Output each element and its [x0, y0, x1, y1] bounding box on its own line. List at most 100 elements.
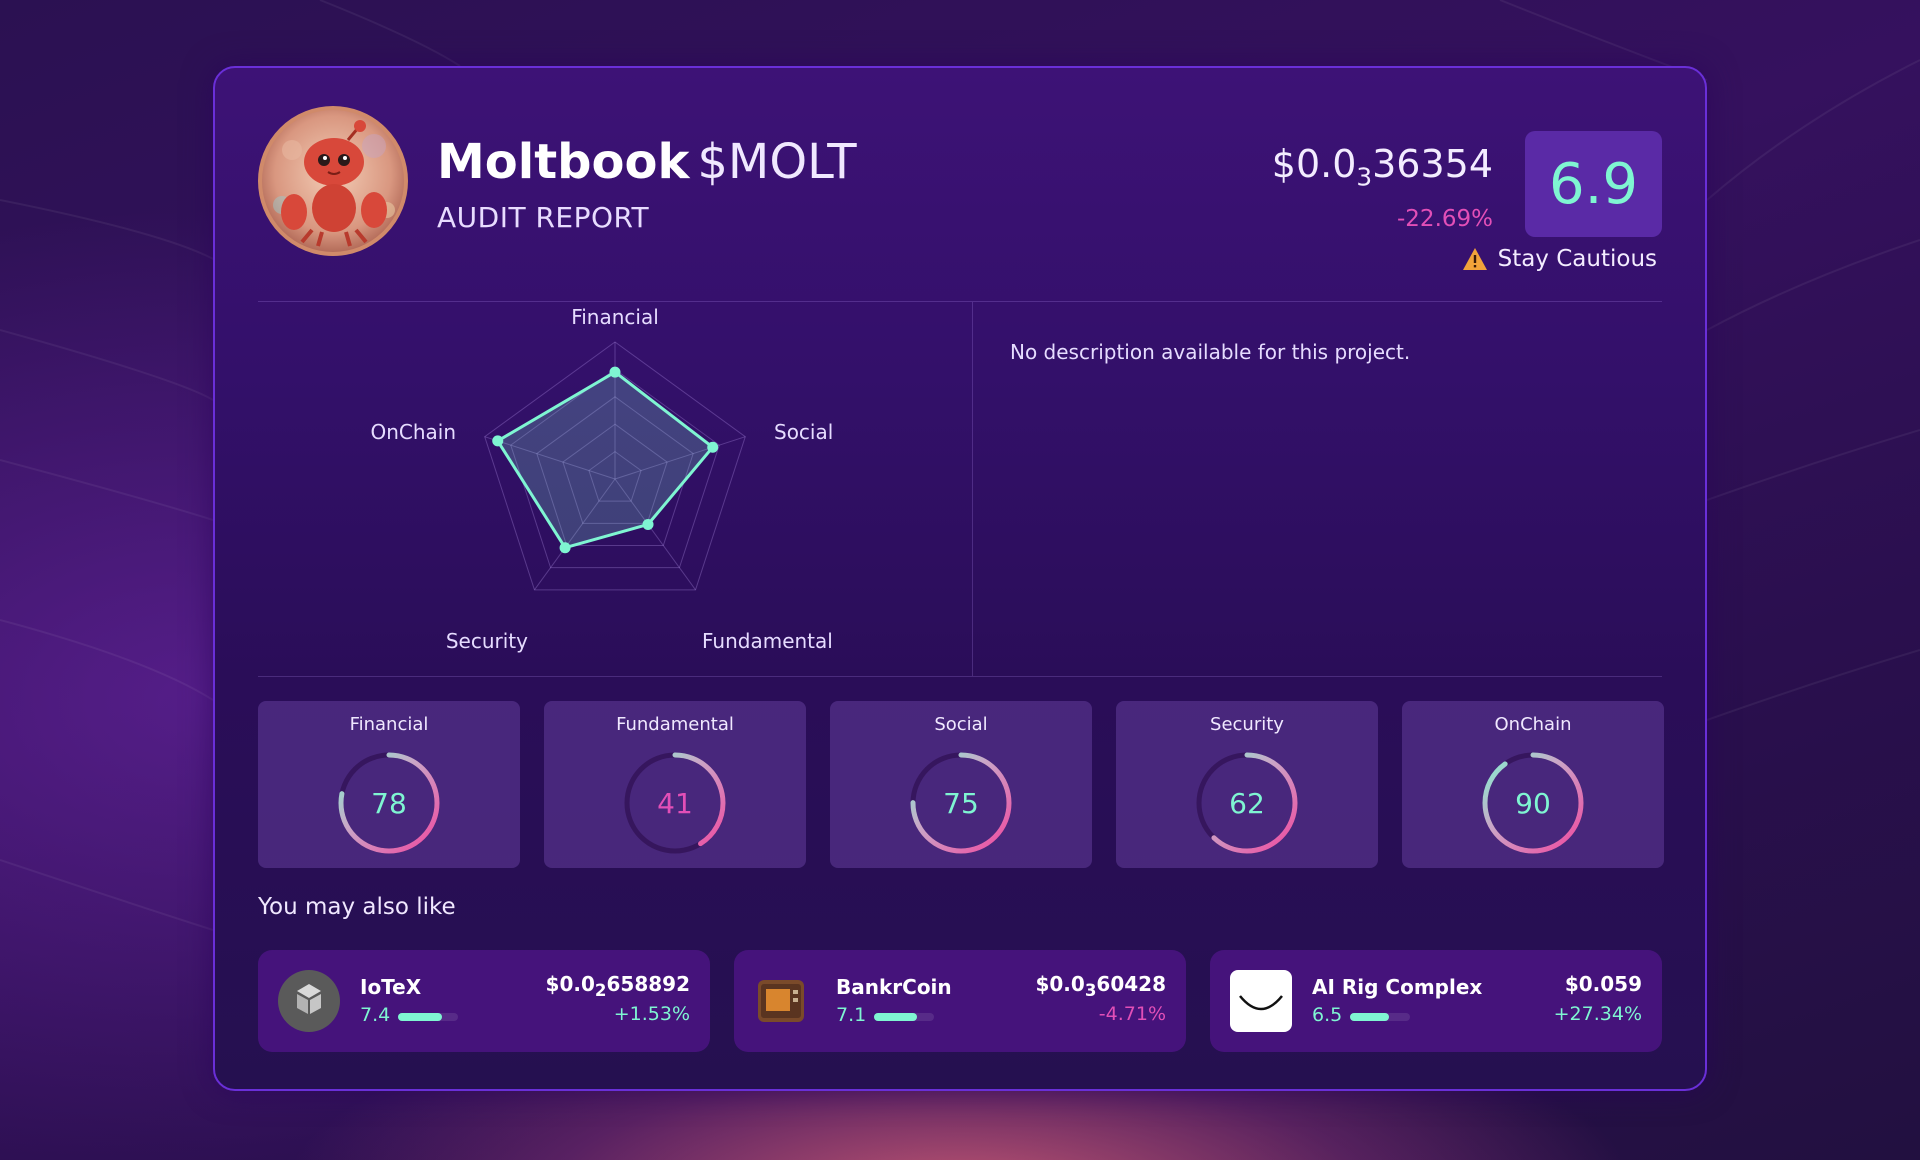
radar-point-social — [707, 441, 719, 453]
radar-point-fundamental — [642, 518, 654, 530]
project-description: No description available for this projec… — [1010, 340, 1411, 364]
rec-price-zeros: 3 — [1084, 981, 1097, 1000]
metric-label: OnChain — [1494, 714, 1572, 735]
radar-axis-label-fundamental: Fundamental — [702, 629, 833, 653]
overall-score-badge: 6.9 — [1525, 131, 1662, 237]
bankrcoin-logo-icon — [758, 980, 804, 1022]
radar-axis-label-financial: Financial — [571, 305, 659, 329]
gauge-arc — [1482, 752, 1584, 854]
rec-change: +1.53% — [613, 1003, 690, 1025]
metric-value: 78 — [371, 787, 407, 820]
audit-card: Moltbook $MOLT AUDIT REPORT $0.0336354 -2… — [213, 66, 1707, 1091]
radar-grid-ring — [484, 341, 746, 591]
ai-rig-complex-logo-icon — [1230, 970, 1292, 1032]
radar-grid-spoke — [614, 436, 746, 480]
recommendation-card-ai-rig-complex[interactable]: AI Rig Complex 6.5 $0.059 +27.34% — [1210, 950, 1662, 1052]
divider-vertical — [972, 302, 973, 676]
gauge-arc — [338, 752, 440, 854]
rec-score-bar — [398, 1013, 458, 1021]
gauge-arc — [910, 752, 1012, 854]
overall-score: 6.9 — [1548, 151, 1639, 217]
price-block: $0.0336354 -22.69% — [1272, 142, 1493, 232]
metric-card-security: Security 62 — [1116, 701, 1378, 868]
rec-score-bar-fill — [1350, 1013, 1389, 1021]
metric-card-social: Social 75 — [830, 701, 1092, 868]
radar-grid-ring — [588, 450, 642, 502]
rec-price-zeros: 2 — [594, 981, 607, 1000]
warning-icon — [1462, 248, 1487, 270]
recommendation-card-bankrcoin[interactable]: BankrCoin 7.1 $0.0360428 -4.71% — [734, 950, 1186, 1052]
price-digits: 36354 — [1372, 142, 1493, 186]
radar-axis-label-social: Social — [774, 420, 833, 444]
rec-change: -4.71% — [1098, 1003, 1166, 1025]
rec-price-prefix: $0.0 — [1035, 972, 1085, 996]
price-prefix: $0.0 — [1271, 142, 1357, 186]
radar-point-financial — [609, 366, 621, 378]
metric-label: Fundamental — [616, 714, 734, 735]
rec-score-bar-fill — [874, 1013, 917, 1021]
rec-score: 7.4 — [360, 1004, 391, 1026]
gauge-arc — [624, 752, 726, 854]
rec-price-digits: 60428 — [1096, 972, 1166, 996]
recommendation-card-iotex[interactable]: IoTeX 7.4 $0.02658892 +1.53% — [258, 950, 710, 1052]
title-block: Moltbook $MOLT AUDIT REPORT — [437, 136, 857, 234]
metric-gauge: 90 — [1482, 752, 1584, 854]
project-ticker: $MOLT — [697, 134, 857, 190]
verdict-label: Stay Cautious — [1497, 246, 1657, 272]
current-price: $0.0336354 — [1272, 142, 1493, 192]
metric-value: 75 — [943, 787, 979, 820]
project-name: Moltbook — [437, 134, 690, 190]
price-change: -22.69% — [1397, 205, 1493, 232]
metric-label: Security — [1210, 714, 1284, 735]
radar-chart: Financial Social Fundamental Security OnChai… — [370, 305, 833, 653]
radar-grid-spoke — [534, 478, 616, 591]
recommendations-heading: You may also like — [258, 894, 456, 920]
metric-label: Social — [934, 714, 988, 735]
risk-verdict: Stay Cautious — [1462, 246, 1657, 272]
metric-gauge: 41 — [624, 752, 726, 854]
metric-value: 62 — [1229, 787, 1265, 820]
radar-grid-ring — [562, 423, 668, 524]
rec-score: 6.5 — [1312, 1004, 1343, 1026]
rec-score: 7.1 — [836, 1004, 867, 1026]
gauge-arc — [1196, 752, 1298, 854]
report-subtitle: AUDIT REPORT — [437, 200, 650, 234]
radar-point-security — [559, 542, 571, 554]
project-avatar — [258, 106, 408, 256]
radar-axis-label-security: Security — [446, 629, 528, 653]
metric-card-onchain: OnChain 90 — [1402, 701, 1664, 868]
radar-grid-ring — [536, 396, 694, 547]
radar-axis-label-onchain: OnChain — [370, 420, 456, 444]
rec-price-prefix: $0.059 — [1564, 972, 1642, 996]
rec-price: $0.02658892 — [546, 972, 690, 1000]
radar-point-onchain — [492, 435, 504, 447]
rec-price: $0.0360428 — [1035, 972, 1166, 1000]
radar-grid-spoke — [484, 436, 616, 480]
rec-price-prefix: $0.0 — [545, 972, 595, 996]
rec-score-bar-fill — [398, 1013, 443, 1021]
metric-card-financial: Financial 78 — [258, 701, 520, 868]
metric-card-fundamental: Fundamental 41 — [544, 701, 806, 868]
price-zero-count: 3 — [1356, 162, 1373, 192]
metric-value: 41 — [657, 787, 693, 820]
radar-grid-ring — [510, 368, 720, 569]
divider — [258, 676, 1662, 677]
rec-name: AI Rig Complex — [1312, 975, 1483, 999]
rec-price-digits: 658892 — [606, 972, 691, 996]
iotex-logo-icon — [278, 970, 340, 1032]
rec-name: BankrCoin — [836, 975, 952, 999]
lobster-mascot-icon — [273, 120, 395, 247]
rec-change: +27.34% — [1553, 1003, 1642, 1025]
rec-score-bar — [874, 1013, 934, 1021]
page-title: Moltbook $MOLT — [437, 136, 857, 189]
metric-gauge: 62 — [1196, 752, 1298, 854]
rec-price: $0.059 — [1565, 972, 1642, 1000]
metric-label: Financial — [349, 714, 429, 735]
metric-gauge: 75 — [910, 752, 1012, 854]
metric-value: 90 — [1515, 787, 1551, 820]
divider — [258, 301, 1662, 302]
radar-series-area — [496, 370, 715, 550]
metric-gauge: 78 — [338, 752, 440, 854]
rec-name: IoTeX — [360, 975, 422, 999]
